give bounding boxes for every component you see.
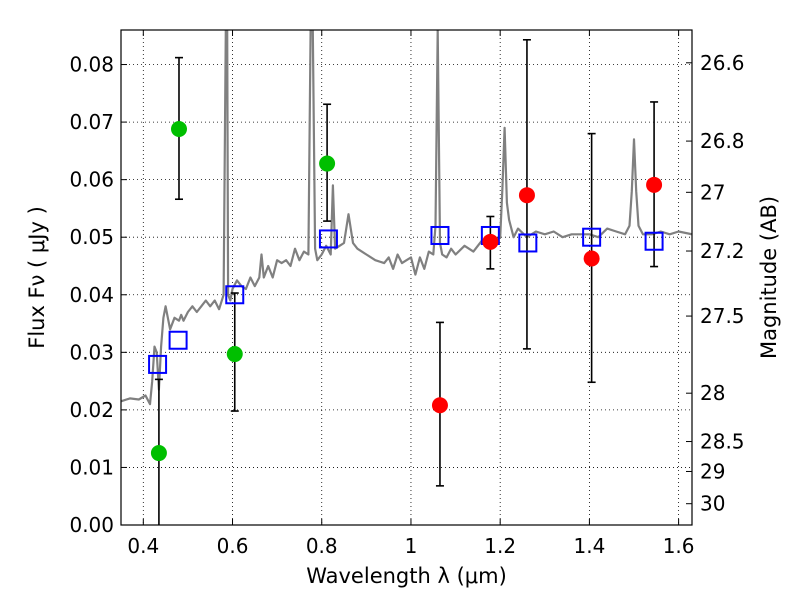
magnitude-tick-label: 26.6 <box>700 51 745 75</box>
marker-layer <box>148 121 664 462</box>
y-tick-label: 0.06 <box>69 168 114 192</box>
right-axis-title: Magnitude (AB) <box>757 196 781 359</box>
model-square-marker <box>168 330 188 350</box>
photometry-point <box>518 187 535 204</box>
y-tick-label: 0.07 <box>69 110 114 134</box>
photometry-point <box>170 121 187 137</box>
magnitude-tick-label: 27.5 <box>700 304 745 328</box>
grid-lines <box>121 30 692 526</box>
x-tick-label: 1 <box>405 534 418 558</box>
photometry-point <box>431 397 448 414</box>
magnitude-tick-label: 29 <box>700 459 725 483</box>
magnitude-tick-label: 26.8 <box>700 129 745 153</box>
y-axis-title: Flux Fν ( μJy ) <box>25 206 49 349</box>
model-square-marker <box>225 285 245 305</box>
axis-ticks: 0.4 0.6 0.8 1 1.2 1.4 1.6 0.00 0.01 0.02 0.03 0.04 0… <box>69 30 745 558</box>
y-tick-label: 0.00 <box>69 513 114 537</box>
model-square-marker <box>318 229 338 249</box>
plot-frame <box>120 29 693 526</box>
photometry-point <box>319 155 336 172</box>
magnitude-tick-label: 27 <box>700 180 725 204</box>
x-axis-title: Wavelength λ (μm) <box>306 564 507 588</box>
magnitude-tick-label: 28.5 <box>700 430 745 454</box>
x-tick-label: 0.8 <box>306 534 338 558</box>
y-tick-label: 0.03 <box>69 340 114 364</box>
model-square-marker <box>518 233 538 253</box>
x-tick-label: 0.4 <box>127 534 159 558</box>
model-square-marker <box>430 225 450 245</box>
y-tick-label: 0.01 <box>69 455 114 479</box>
photometry-point <box>646 176 663 193</box>
photometry-point <box>583 250 600 267</box>
y-tick-label: 0.02 <box>69 398 114 422</box>
photometry-point <box>150 445 167 462</box>
spectrum-line <box>121 30 692 406</box>
magnitude-tick-label: 30 <box>700 492 725 516</box>
x-tick-label: 1.6 <box>663 534 695 558</box>
model-square-marker <box>148 354 168 374</box>
y-tick-label: 0.08 <box>69 53 114 77</box>
y-tick-label: 0.04 <box>69 283 114 307</box>
photometry-point <box>482 233 499 250</box>
photometry-point <box>226 346 243 363</box>
model-square-marker <box>582 227 602 247</box>
magnitude-tick-label: 27.2 <box>700 239 745 263</box>
magnitude-tick-label: 28 <box>700 381 725 405</box>
model-square-marker <box>644 231 664 251</box>
y-tick-label: 0.05 <box>69 225 114 249</box>
spectrum-layer <box>121 30 692 406</box>
x-tick-label: 0.6 <box>217 534 249 558</box>
x-tick-label: 1.2 <box>484 534 516 558</box>
x-tick-label: 1.4 <box>573 534 605 558</box>
errorbar-layer <box>154 38 659 525</box>
